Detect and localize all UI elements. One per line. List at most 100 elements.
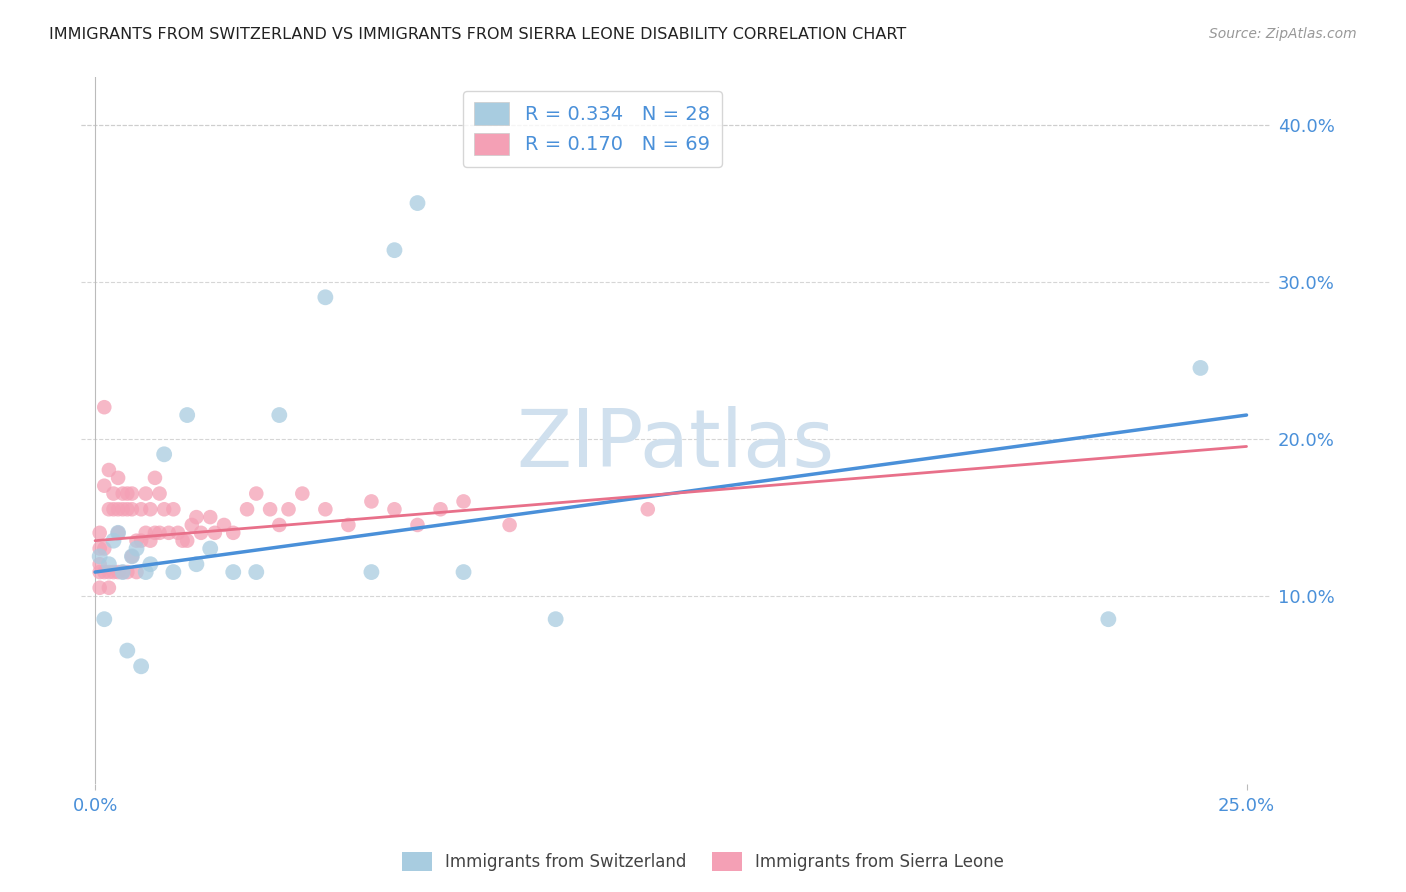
Point: [89, 581, 111, 595]
Point: [139, 502, 162, 516]
Point: [162, 565, 184, 579]
Point: [89, 565, 111, 579]
Point: [129, 533, 152, 548]
Point: [117, 643, 139, 657]
Point: [107, 525, 129, 540]
Point: [637, 502, 659, 516]
Point: [121, 502, 143, 516]
Point: [153, 502, 176, 516]
Point: [176, 408, 198, 422]
Point: [89, 558, 111, 572]
Point: [180, 518, 202, 533]
Point: [148, 525, 170, 540]
Point: [204, 525, 226, 540]
Point: [384, 243, 406, 257]
Point: [103, 502, 125, 516]
Point: [245, 565, 267, 579]
Point: [93, 400, 115, 414]
Point: [129, 659, 152, 673]
Point: [97, 558, 120, 572]
Point: [93, 541, 115, 556]
Text: ZIPatlas: ZIPatlas: [516, 406, 835, 483]
Point: [97, 502, 120, 516]
Point: [117, 486, 139, 500]
Point: [1097, 612, 1119, 626]
Point: [143, 471, 166, 485]
Point: [269, 518, 291, 533]
Point: [139, 533, 162, 548]
Point: [107, 502, 129, 516]
Point: [453, 494, 475, 508]
Point: [107, 565, 129, 579]
Point: [200, 541, 222, 556]
Point: [269, 408, 291, 422]
Point: [212, 518, 235, 533]
Point: [162, 502, 184, 516]
Point: [360, 565, 382, 579]
Point: [139, 558, 162, 572]
Point: [167, 525, 190, 540]
Point: [1189, 360, 1212, 375]
Point: [103, 533, 125, 548]
Point: [259, 502, 281, 516]
Point: [157, 525, 180, 540]
Point: [93, 612, 115, 626]
Point: [89, 549, 111, 564]
Point: [291, 486, 314, 500]
Text: Source: ZipAtlas.com: Source: ZipAtlas.com: [1209, 27, 1357, 41]
Point: [97, 463, 120, 477]
Point: [544, 612, 567, 626]
Point: [384, 502, 406, 516]
Point: [406, 518, 429, 533]
Point: [103, 565, 125, 579]
Point: [125, 533, 148, 548]
Point: [314, 290, 336, 304]
Point: [129, 502, 152, 516]
Point: [111, 486, 134, 500]
Point: [200, 510, 222, 524]
Point: [314, 502, 336, 516]
Point: [153, 447, 176, 461]
Point: [125, 541, 148, 556]
Point: [97, 581, 120, 595]
Point: [148, 486, 170, 500]
Point: [111, 565, 134, 579]
Point: [360, 494, 382, 508]
Point: [93, 479, 115, 493]
Point: [245, 486, 267, 500]
Point: [498, 518, 520, 533]
Point: [121, 549, 143, 564]
Point: [186, 558, 208, 572]
Point: [172, 533, 194, 548]
Point: [236, 502, 259, 516]
Point: [121, 486, 143, 500]
Point: [107, 525, 129, 540]
Point: [337, 518, 360, 533]
Point: [453, 565, 475, 579]
Point: [143, 525, 166, 540]
Point: [117, 565, 139, 579]
Point: [186, 510, 208, 524]
Point: [103, 486, 125, 500]
Point: [135, 525, 157, 540]
Point: [89, 541, 111, 556]
Point: [222, 565, 245, 579]
Point: [89, 525, 111, 540]
Legend: Immigrants from Switzerland, Immigrants from Sierra Leone: Immigrants from Switzerland, Immigrants …: [394, 843, 1012, 880]
Point: [429, 502, 451, 516]
Point: [125, 565, 148, 579]
Point: [97, 565, 120, 579]
Point: [176, 533, 198, 548]
Point: [277, 502, 299, 516]
Point: [111, 565, 134, 579]
Point: [93, 565, 115, 579]
Point: [190, 525, 212, 540]
Point: [121, 549, 143, 564]
Legend: R = 0.334   N = 28, R = 0.170   N = 69: R = 0.334 N = 28, R = 0.170 N = 69: [463, 91, 721, 167]
Point: [222, 525, 245, 540]
Point: [107, 471, 129, 485]
Text: IMMIGRANTS FROM SWITZERLAND VS IMMIGRANTS FROM SIERRA LEONE DISABILITY CORRELATI: IMMIGRANTS FROM SWITZERLAND VS IMMIGRANT…: [49, 27, 907, 42]
Point: [406, 196, 429, 211]
Point: [135, 565, 157, 579]
Point: [135, 486, 157, 500]
